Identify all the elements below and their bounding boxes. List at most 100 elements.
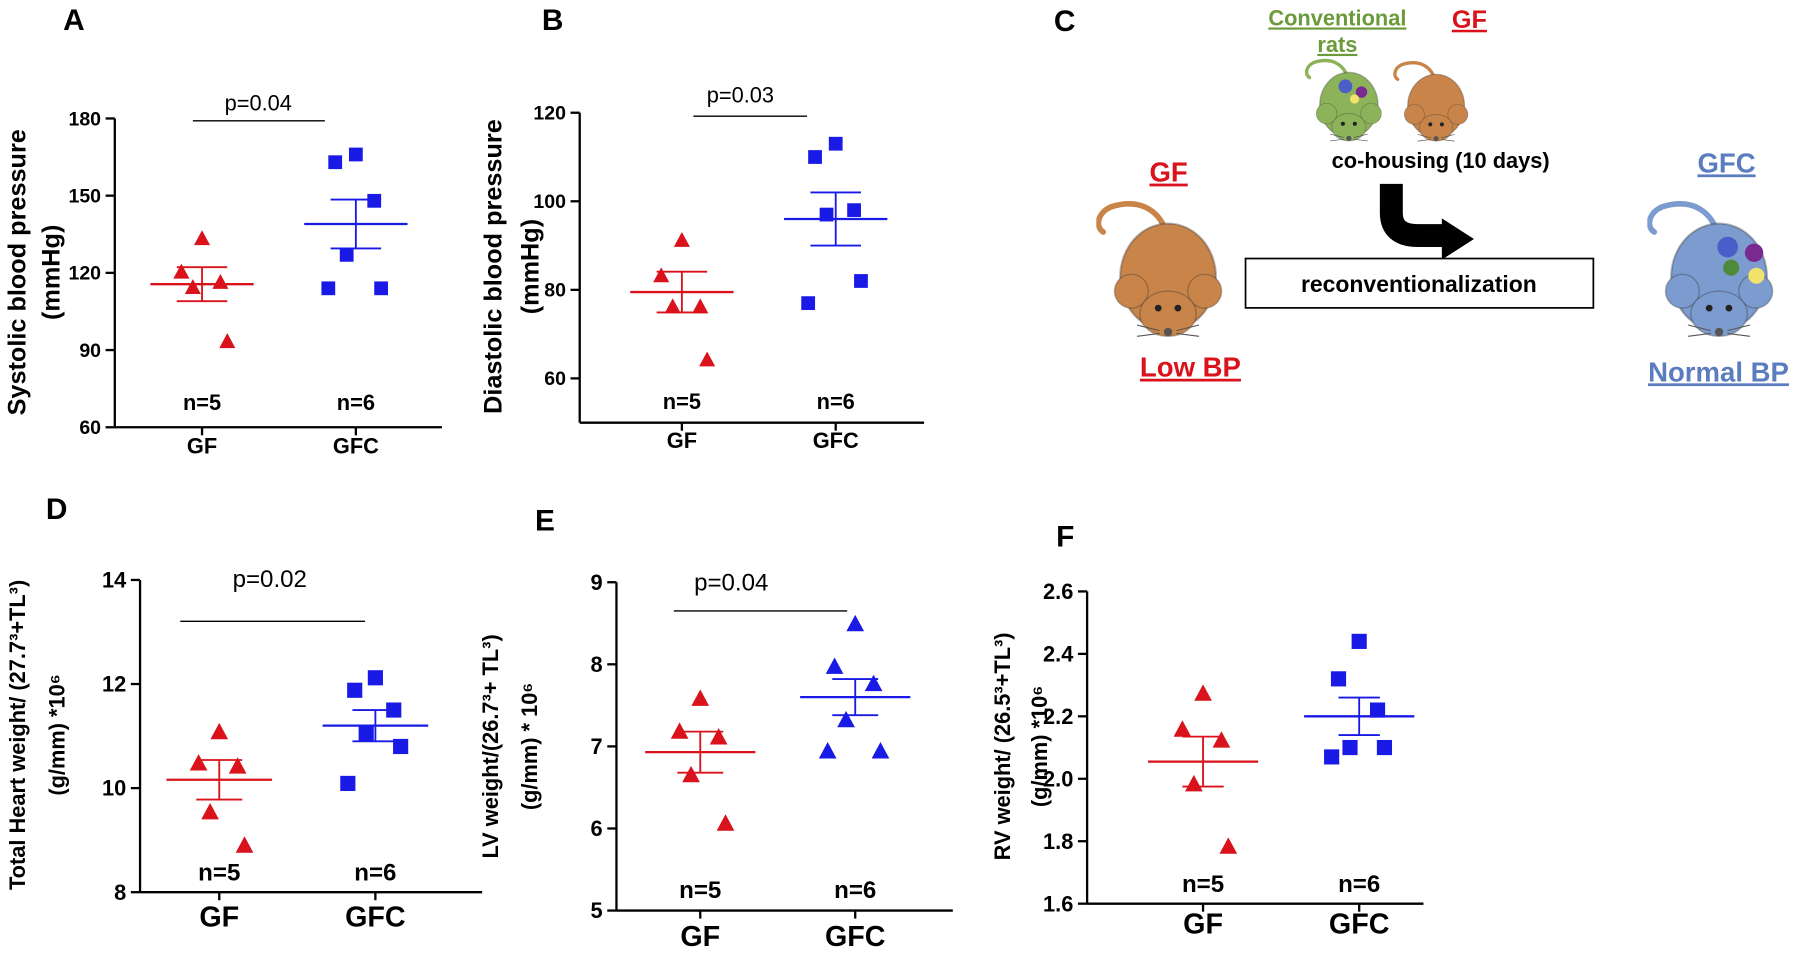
series <box>322 670 429 792</box>
x-tick-label: GFC <box>813 428 859 453</box>
recipient-label: GF <box>1452 6 1487 34</box>
error-bar <box>330 198 382 250</box>
y-tick-label: 150 <box>68 185 101 207</box>
y-axis-label: RV weight/ (26.5³+TL³) <box>990 632 1015 860</box>
point <box>173 263 190 279</box>
point <box>818 742 837 759</box>
point <box>339 247 354 262</box>
panel-label: F <box>1056 521 1074 554</box>
panel-label: E <box>535 505 555 538</box>
point <box>699 351 716 367</box>
point <box>1212 731 1231 748</box>
series <box>784 136 888 311</box>
y-tick-label: 2.4 <box>1043 642 1073 667</box>
point <box>837 710 855 728</box>
point <box>1369 702 1386 718</box>
point <box>1219 837 1238 854</box>
y-tick-label: 9 <box>591 570 603 595</box>
series <box>800 614 911 759</box>
p-value: p=0.04 <box>694 569 768 596</box>
x-tick-label: GFC <box>825 921 886 953</box>
y-tick-label: 1.8 <box>1043 829 1073 854</box>
series <box>1304 633 1415 765</box>
point <box>846 614 865 632</box>
y-axis-label: Total Heart weight/ (27.7³+TL³) <box>5 580 30 890</box>
process-label: reconventionalization <box>1301 271 1537 297</box>
y-axis-label: LV weight/(26.7³+ TL³) <box>478 634 503 858</box>
n-label: n=5 <box>679 877 721 904</box>
point <box>348 147 363 162</box>
right-caption: Normal BP <box>1648 356 1789 387</box>
point <box>1194 684 1212 701</box>
n-label: n=5 <box>1182 871 1224 898</box>
point <box>228 757 247 774</box>
point <box>673 231 690 247</box>
point <box>1342 739 1358 756</box>
x-tick-label: GFC <box>333 434 379 459</box>
point <box>808 150 822 164</box>
mouse-icon <box>1393 60 1470 143</box>
point <box>393 738 409 755</box>
point <box>709 728 728 745</box>
error-bar <box>832 678 879 717</box>
y-tick-label: 8 <box>591 652 603 677</box>
point <box>716 814 735 831</box>
point <box>854 274 868 288</box>
point <box>219 333 236 349</box>
series <box>150 230 254 349</box>
point <box>825 657 844 674</box>
y-tick-label: 180 <box>68 108 101 130</box>
left-title: GF <box>1149 157 1187 188</box>
step-label: co-housing (10 days) <box>1332 148 1550 173</box>
y-axis-label: (g/mm) *10⁶ <box>1027 686 1052 807</box>
y-axis-label: (mmHg) <box>516 219 544 314</box>
n-label: n=6 <box>337 390 375 415</box>
y-tick-label: 60 <box>544 368 566 390</box>
y-axis-label: Systolic blood pressure <box>3 129 31 415</box>
error-bar <box>656 270 708 314</box>
point <box>692 298 709 314</box>
microbe <box>1717 236 1739 258</box>
point <box>828 136 843 151</box>
n-label: n=5 <box>183 390 221 415</box>
y-axis-label: (mmHg) <box>38 225 66 320</box>
x-tick-label: GF <box>680 921 720 953</box>
microbe <box>1744 243 1764 262</box>
n-label: n=6 <box>354 860 396 887</box>
arrow <box>1379 183 1445 248</box>
point <box>201 802 219 820</box>
point <box>184 279 201 295</box>
mouse-icon <box>1098 204 1221 336</box>
x-tick-label: GF <box>199 902 239 934</box>
point <box>1376 739 1393 756</box>
microbe <box>1748 267 1765 284</box>
left-caption: Low BP <box>1140 352 1241 383</box>
point <box>864 674 883 692</box>
mouse-icon <box>1304 58 1384 143</box>
y-tick-label: 7 <box>591 734 603 759</box>
point <box>1330 671 1347 687</box>
y-tick-label: 8 <box>114 880 126 905</box>
x-tick-label: GFC <box>1329 909 1390 941</box>
point <box>1173 720 1192 737</box>
point <box>847 203 861 218</box>
n-label: n=6 <box>817 389 855 414</box>
series <box>1147 684 1259 854</box>
microbe <box>1350 94 1360 104</box>
y-tick-label: 5 <box>591 898 603 923</box>
panel-label: B <box>542 4 564 37</box>
point <box>212 273 229 289</box>
error-bar <box>1182 735 1224 788</box>
donor-label: Conventional <box>1268 5 1406 30</box>
point <box>347 682 363 698</box>
point <box>328 155 343 170</box>
n-label: n=6 <box>1338 871 1380 898</box>
y-tick-label: 10 <box>102 776 126 801</box>
point <box>682 765 700 783</box>
panel-label: D <box>46 493 68 526</box>
point <box>871 742 890 759</box>
error-bar <box>196 759 243 801</box>
series <box>304 147 408 296</box>
point <box>367 193 382 208</box>
